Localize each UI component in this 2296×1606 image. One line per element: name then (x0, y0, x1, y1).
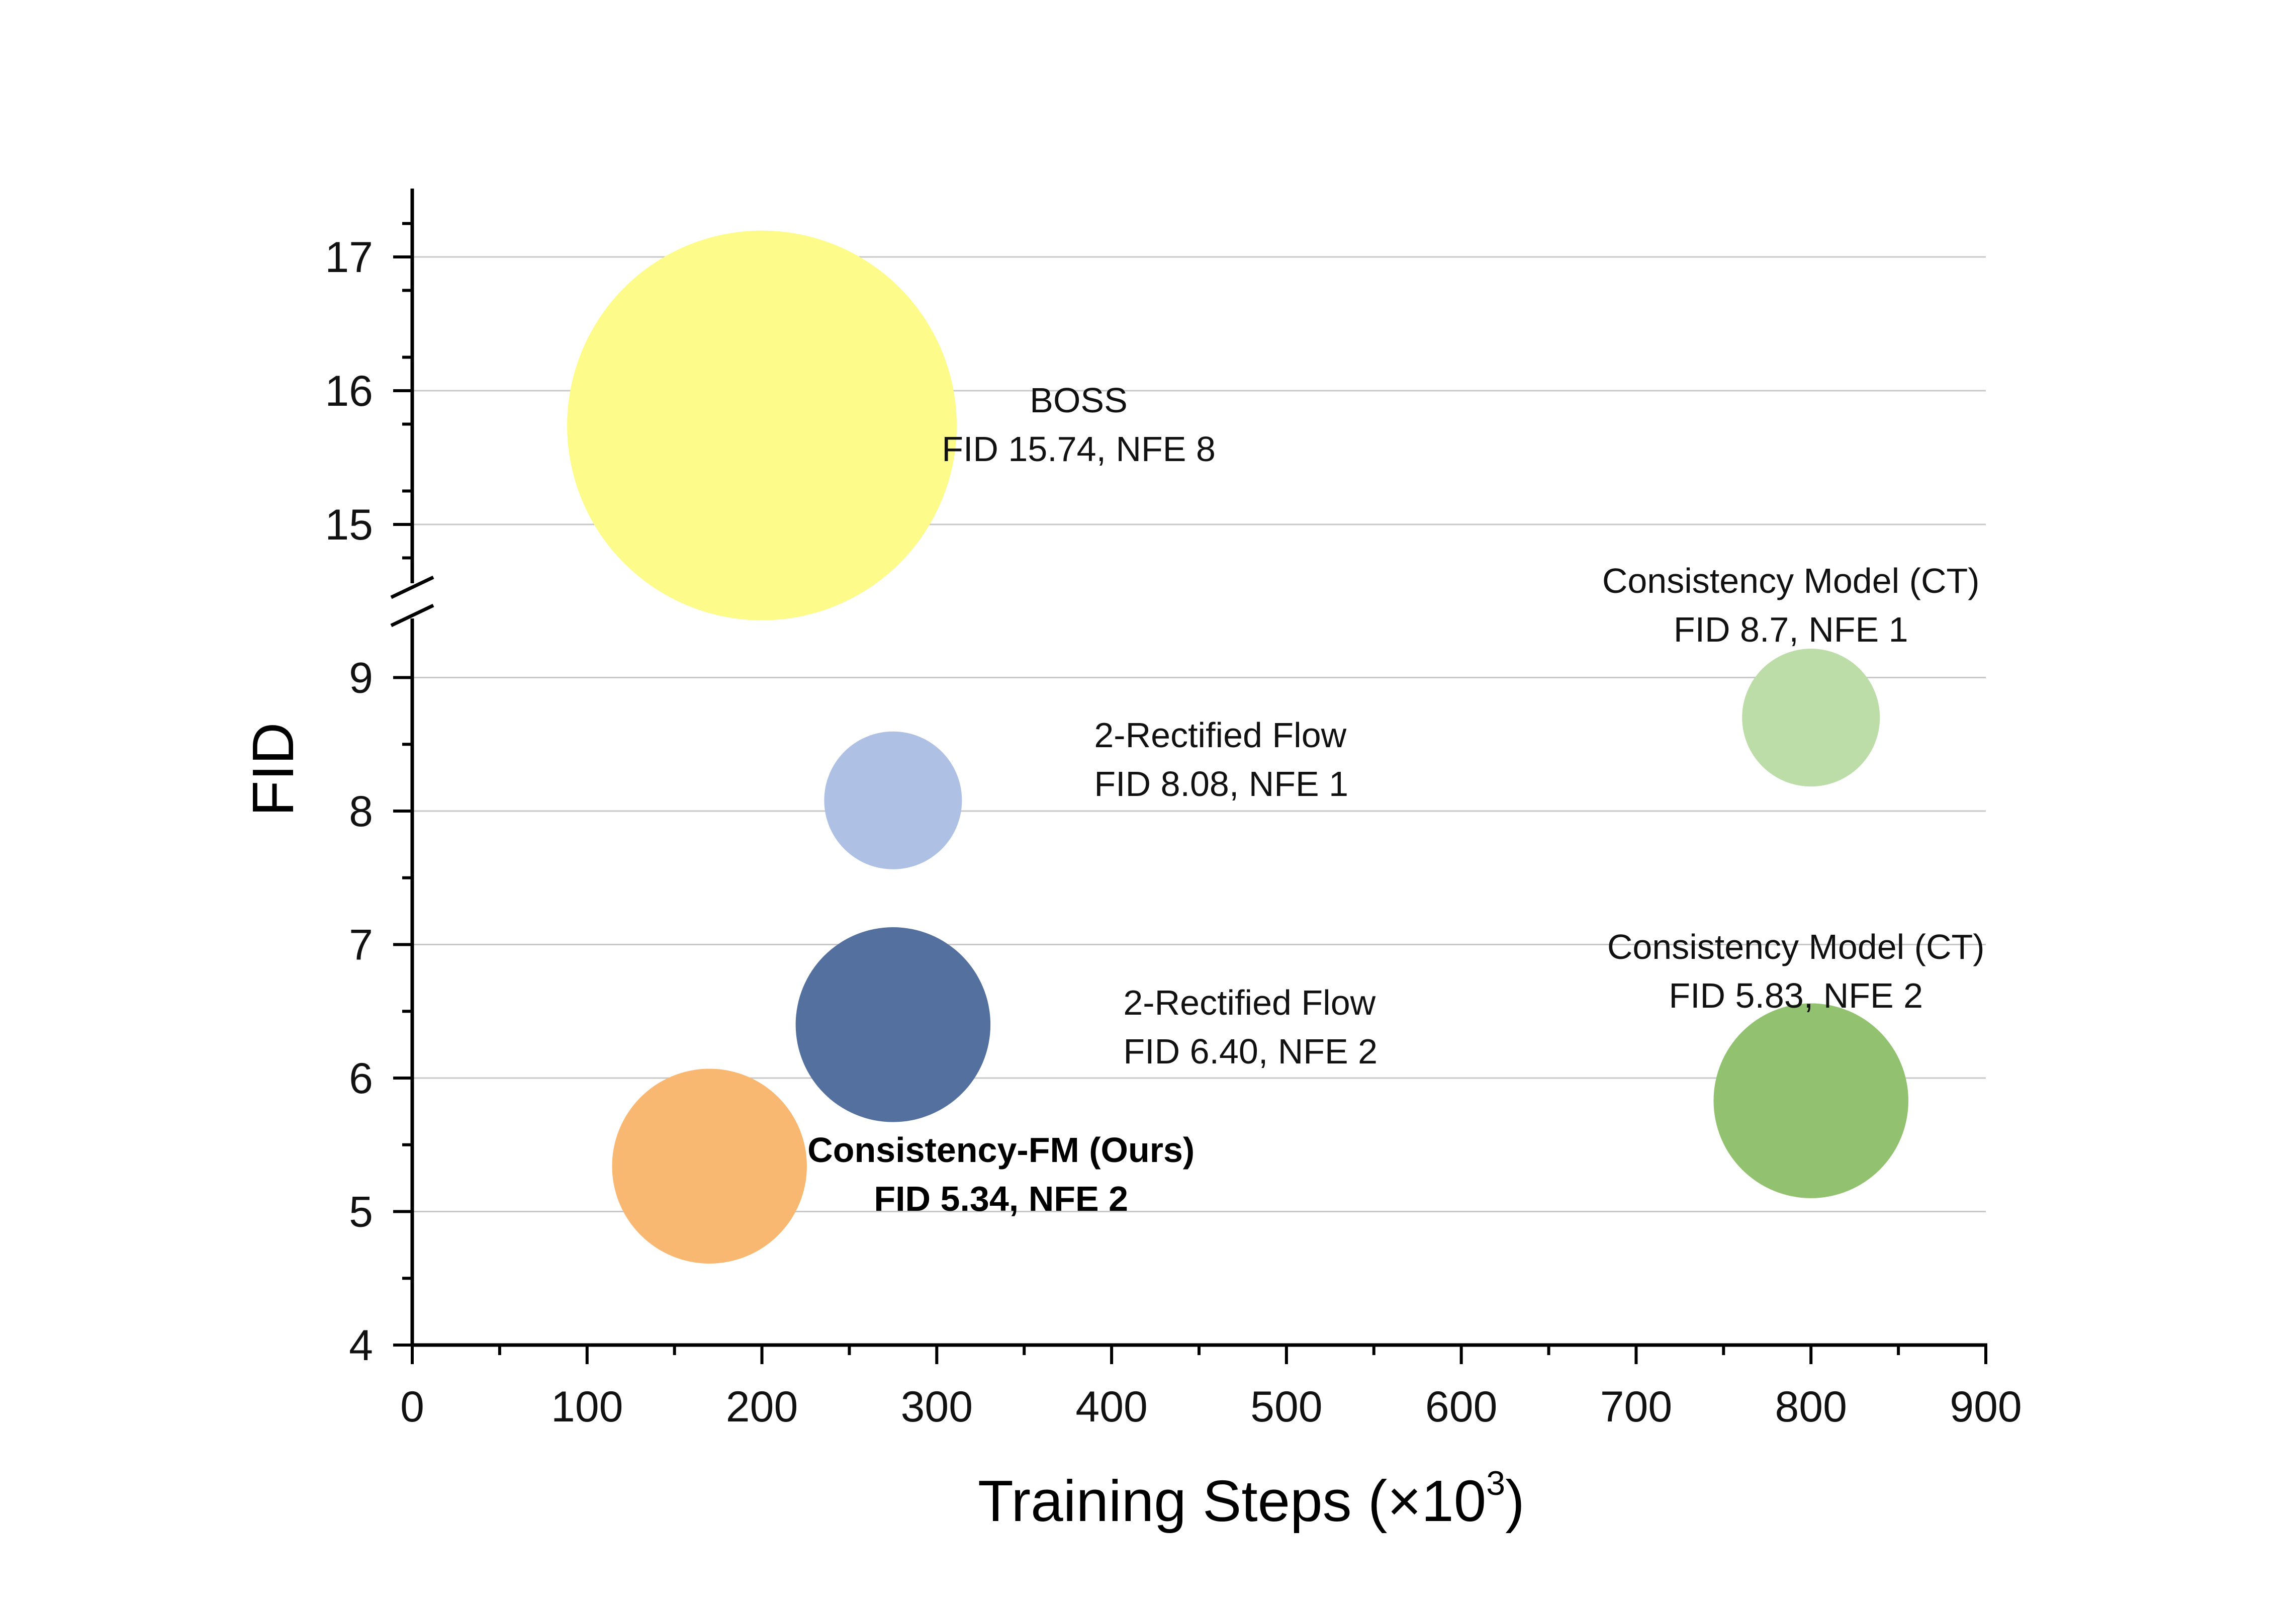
x-axis-title-main: Training Steps (×10 (978, 1468, 1486, 1534)
x-axis-title-exponent: 3 (1486, 1464, 1505, 1502)
y-tick-label-17: 17 (325, 233, 373, 282)
x-tick-label-900: 900 (1950, 1383, 2022, 1431)
y-tick-label-7: 7 (349, 921, 373, 969)
y-tick-label-16: 16 (325, 367, 373, 415)
x-tick-label-100: 100 (551, 1383, 623, 1431)
annotation-2-line-0: Consistency Model (CT) (1602, 561, 1980, 600)
x-tick-label-500: 500 (1250, 1383, 1323, 1431)
x-axis-title-close: ) (1505, 1468, 1525, 1534)
y-tick-label-5: 5 (349, 1188, 373, 1236)
x-tick-label-700: 700 (1600, 1383, 1673, 1431)
annotation-1-line-1: FID 8.08, NFE 1 (1094, 764, 1348, 804)
x-axis-title: Training Steps (×103) (978, 1464, 1525, 1534)
x-tick-label-300: 300 (901, 1383, 973, 1431)
x-tick-label-200: 200 (726, 1383, 798, 1431)
axis-break-mark-bottom (390, 603, 434, 628)
annotation-2-line-1: FID 8.7, NFE 1 (1674, 610, 1908, 649)
y-tick-label-15: 15 (325, 501, 373, 549)
axes: 4 5 6 7 8 9 15 16 17 0 100 200 300 400 500 600 700 800 900 (325, 189, 2022, 1431)
x-tick-label-400: 400 (1075, 1383, 1148, 1431)
bubble-5 (612, 1068, 807, 1264)
bubble-1 (824, 731, 962, 869)
bubble-4 (1713, 1003, 1908, 1198)
annotation-3-line-0: 2-Rectified Flow (1123, 983, 1375, 1022)
bubble-3 (795, 927, 991, 1122)
annotation-0-line-0: BOSS (1030, 381, 1128, 420)
y-tick-label-6: 6 (349, 1054, 373, 1103)
annotations: BOSS FID 15.74, NFE 8 2-Rectified Flow FID … (807, 381, 1984, 1218)
annotation-4-line-0: Consistency Model (CT) (1607, 927, 1985, 966)
bubbles (567, 230, 1908, 1264)
y-tick-label-8: 8 (349, 787, 373, 836)
y-tick-label-4: 4 (349, 1321, 373, 1370)
annotation-5-line-0: Consistency-FM (Ours) (807, 1130, 1195, 1170)
y-tick-label-9: 9 (349, 654, 373, 702)
x-tick-label-600: 600 (1425, 1383, 1498, 1431)
annotation-1-line-0: 2-Rectified Flow (1094, 716, 1346, 755)
annotation-5-line-1: FID 5.34, NFE 2 (874, 1179, 1128, 1218)
axis-break-mark-top (390, 575, 434, 599)
annotation-3-line-1: FID 6.40, NFE 2 (1123, 1032, 1377, 1071)
bubble-2 (1742, 649, 1880, 787)
x-tick-label-800: 800 (1775, 1383, 1847, 1431)
bubble-0 (567, 230, 957, 620)
annotation-0-line-1: FID 15.74, NFE 8 (942, 429, 1216, 469)
annotation-4-line-1: FID 5.83, NFE 2 (1669, 976, 1923, 1015)
x-tick-label-0: 0 (400, 1383, 424, 1431)
y-axis-title: FID (240, 723, 306, 817)
